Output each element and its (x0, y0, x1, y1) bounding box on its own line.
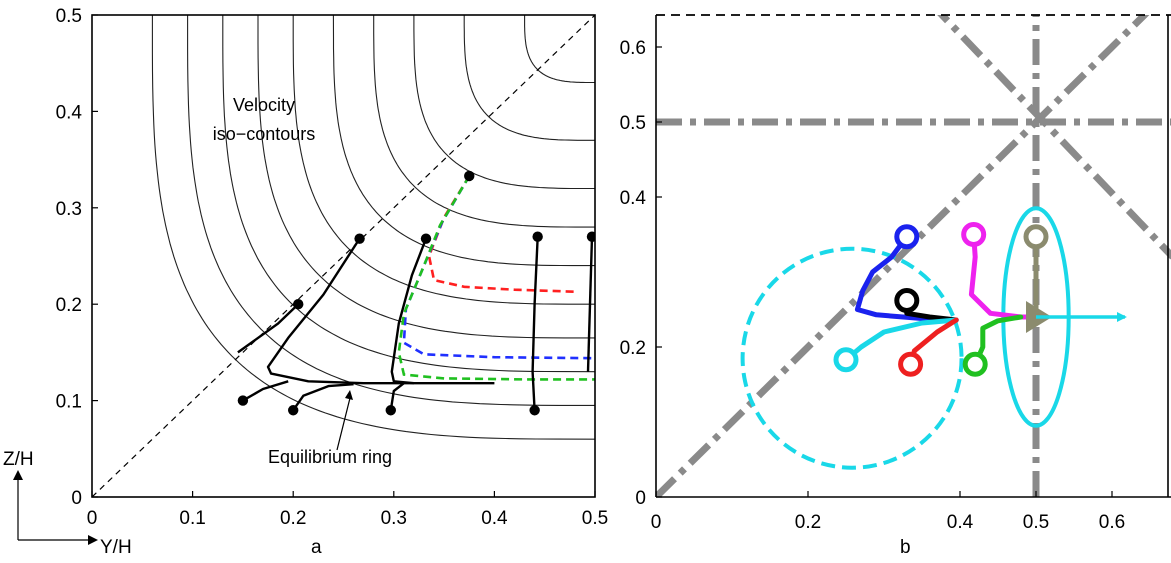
y-tick-label: 0.2 (620, 338, 646, 359)
trajectory-marker (354, 233, 365, 244)
grey-diagonal-line (656, 15, 1150, 497)
black-trajectory (586, 236, 594, 372)
z-axis-arrowhead (13, 470, 23, 480)
trajectory-marker (586, 231, 595, 242)
x-tick-label: 0.4 (947, 512, 974, 533)
iso-contour (373, 15, 595, 228)
trajectory-marker (288, 405, 299, 416)
x-tick-label: 0.4 (481, 508, 508, 529)
ring-pointer-head (345, 390, 353, 400)
y-tick-label: 0.3 (56, 199, 82, 220)
panel-a-ticks: 00 0.1 0.1 0.2 0.2 0.3 0.3 0.4 0.4 0.5 0.5 (56, 6, 609, 529)
z-axis-label: Z/H (3, 449, 34, 470)
trajectory-start-ring (961, 222, 987, 247)
black-trajectory (531, 236, 539, 411)
trajectory-start-ring (894, 288, 920, 313)
colored-trajectory (968, 232, 1039, 320)
x-tick-label: 0 (651, 512, 662, 533)
iso-contour (463, 15, 595, 141)
y-axis-arrowhead (88, 535, 98, 545)
x-tick-label: 0.1 (179, 508, 205, 529)
panel-a-label: a (311, 537, 322, 558)
trajectory-start-ring (833, 347, 859, 373)
panel-b-plot-area (656, 15, 1171, 497)
iso-contour (257, 15, 595, 339)
y-tick-label: 0 (71, 488, 82, 509)
x-tick-label: 0.6 (1099, 512, 1125, 533)
trajectory-marker (293, 299, 304, 310)
black-trajectory (242, 380, 289, 402)
black-trajectory (292, 383, 354, 411)
x-tick-label: 0.5 (1023, 512, 1049, 533)
trajectory-marker (420, 233, 432, 244)
trajectory-marker (464, 170, 475, 182)
trajectory-marker (385, 405, 396, 416)
colored-dashed-trajectory (427, 175, 575, 293)
trajectory-start-ring (1023, 224, 1049, 250)
panel-b: 0 0.2 0.4 0.5 0.6 0 0.2 0.4 0.5 0.6 b (620, 14, 1171, 558)
equilibrium-ring-label: Equilibrium ring (268, 447, 392, 467)
trajectory-start-ring (962, 351, 988, 377)
trajectory-marker (237, 395, 249, 406)
y-tick-label: 0.1 (56, 392, 82, 413)
y-tick-label: 0.4 (620, 188, 647, 209)
x-tick-label: 0 (87, 508, 98, 529)
velocity-label-line1: Velocity (233, 95, 295, 115)
trajectory-start-ring (894, 224, 920, 250)
y-tick-label: 0.5 (620, 113, 646, 134)
panel-a-frame (91, 14, 596, 498)
colored-trajectory (843, 317, 959, 363)
colored-trajectory (854, 234, 959, 323)
x-tick-label: 0.2 (795, 512, 821, 533)
black-trajectory (390, 238, 495, 385)
x-tick-label: 0.5 (582, 508, 608, 529)
x-tick-label: 0.2 (280, 508, 306, 529)
black-trajectory (389, 382, 405, 411)
y-tick-label: 0.5 (56, 6, 82, 27)
black-trajectory (266, 237, 414, 385)
trajectory-marker (529, 405, 540, 416)
panel-a-plot-area (92, 15, 595, 497)
colored-trajectory (972, 314, 1024, 367)
trajectory-marker (532, 231, 543, 242)
panel-b-ticks: 0 0.2 0.4 0.5 0.6 0 0.2 0.4 0.5 0.6 (620, 38, 1126, 533)
cyan-dashed-circle (740, 246, 964, 470)
trajectory-start-ring (898, 351, 924, 377)
x-tick-label: 0.3 (381, 508, 407, 529)
panel-b-label: b (900, 537, 911, 558)
colored-dashed-trajectory (397, 175, 595, 381)
ring-pointer-arrow (336, 397, 351, 451)
y-axis-label: Y/H (100, 537, 132, 558)
iso-contour (413, 15, 595, 190)
panel-a: 00 0.1 0.1 0.2 0.2 0.3 0.3 0.4 0.4 0.5 0.5 Velocit… (3, 6, 608, 558)
velocity-label-line2: iso−contours (213, 124, 316, 144)
y-tick-label: 0.4 (56, 102, 83, 123)
black-trajectory (237, 303, 300, 354)
y-tick-label: 0.6 (620, 38, 646, 59)
colored-dashed-trajectory (402, 175, 595, 360)
iso-contour (332, 15, 595, 267)
grey-antidiagonal-line (937, 15, 1171, 260)
y-tick-label: 0 (635, 488, 646, 509)
y-tick-label: 0.2 (56, 295, 82, 316)
